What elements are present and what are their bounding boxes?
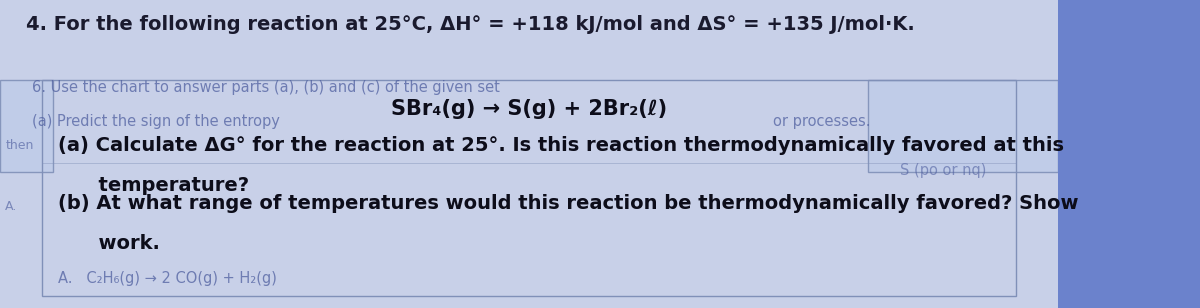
Text: (a) Calculate ΔG° for the reaction at 25°. Is this reaction thermodynamically fa: (a) Calculate ΔG° for the reaction at 25… bbox=[59, 136, 1064, 155]
Text: (b) At what range of temperatures would this reaction be thermodynamically favor: (b) At what range of temperatures would … bbox=[59, 194, 1079, 213]
Text: or processes.: or processes. bbox=[773, 114, 870, 129]
Text: A.: A. bbox=[5, 200, 18, 213]
Text: SBr₄(g) → S(g) + 2Br₂(ℓ): SBr₄(g) → S(g) + 2Br₂(ℓ) bbox=[391, 99, 667, 119]
Text: 6. Use the chart to answer parts (a), (b) and (c) of the given set: 6. Use the chart to answer parts (a), (b… bbox=[31, 80, 499, 95]
Text: A.   C₂H₆(g) → 2 CO(g) + H₂(g): A. C₂H₆(g) → 2 CO(g) + H₂(g) bbox=[59, 271, 277, 286]
Text: 4. For the following reaction at 25°C, ΔH° = +118 kJ/mol and ΔS° = +135 J/mol·K.: 4. For the following reaction at 25°C, Δ… bbox=[26, 15, 916, 34]
FancyBboxPatch shape bbox=[0, 80, 53, 172]
Text: work.: work. bbox=[59, 234, 160, 253]
Text: temperature?: temperature? bbox=[59, 176, 250, 195]
Text: (a) Predict the sign of the entropy: (a) Predict the sign of the entropy bbox=[31, 114, 280, 129]
Text: S (po or nq): S (po or nq) bbox=[900, 163, 986, 178]
Text: then: then bbox=[5, 139, 34, 152]
FancyBboxPatch shape bbox=[868, 80, 1058, 172]
FancyBboxPatch shape bbox=[0, 0, 1058, 308]
